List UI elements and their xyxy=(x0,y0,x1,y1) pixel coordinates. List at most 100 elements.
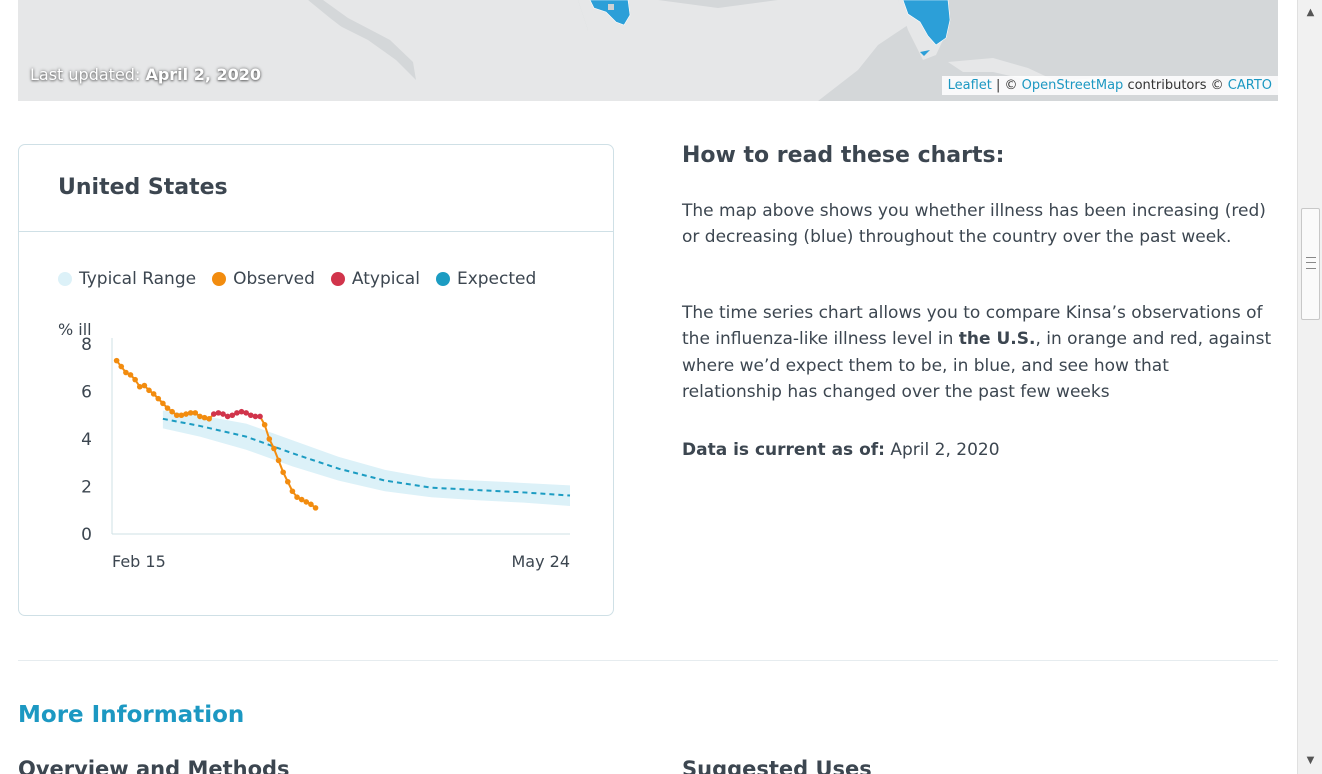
scroll-down-arrow-icon[interactable]: ▼ xyxy=(1306,755,1315,766)
p2-location: the U.S. xyxy=(958,329,1036,350)
observed-point xyxy=(146,387,152,394)
observed-point xyxy=(303,499,310,505)
vertical-scrollbar[interactable]: ▲ ▼ xyxy=(1297,0,1322,774)
info-paragraph-chart: The time series chart allows you to comp… xyxy=(682,300,1272,405)
observed-point xyxy=(173,412,180,419)
carto-link[interactable]: CARTO xyxy=(1227,78,1272,93)
atypical-point xyxy=(234,410,240,416)
legend-dot-typical-range xyxy=(58,272,72,286)
y-tick-label: 4 xyxy=(81,430,92,450)
x-tick-label: May 24 xyxy=(511,552,570,571)
card-divider xyxy=(19,231,613,232)
land-west xyxy=(18,0,588,101)
observed-point xyxy=(113,357,120,364)
legend-dot-observed xyxy=(212,272,227,286)
section-divider xyxy=(18,660,1278,661)
observed-point xyxy=(155,395,162,402)
observed-point xyxy=(201,414,208,421)
y-axis-label: % ill xyxy=(58,320,92,339)
time-series-chart: % ill 0 2 4 6 8 Feb 15 May 24 xyxy=(58,320,571,571)
atypical-point xyxy=(210,411,217,417)
map[interactable]: Last updated: April 2, 2020 Leaflet | © … xyxy=(18,0,1278,101)
observed-point xyxy=(280,469,286,476)
texas-counties xyxy=(589,0,631,26)
scroll-up-arrow-icon[interactable]: ▲ xyxy=(1306,7,1315,18)
atypical-point xyxy=(220,411,226,417)
card-title: United States xyxy=(58,175,228,200)
data-current-as-of: Data is current as of: April 2, 2020 xyxy=(682,440,1000,460)
atypical-point xyxy=(247,412,254,419)
observed-point xyxy=(284,478,291,485)
y-tick-label: 6 xyxy=(81,383,92,403)
observed-point xyxy=(123,369,129,376)
legend-item-expected[interactable]: Expected xyxy=(435,269,537,289)
overview-heading: Overview and Methods xyxy=(18,757,290,774)
chart-card: United States Typical Range Observed Aty… xyxy=(18,144,614,616)
atypical-point xyxy=(238,408,245,415)
map-tiles xyxy=(18,0,1278,101)
y-tick-label: 0 xyxy=(81,525,92,545)
observed-point xyxy=(271,445,277,452)
observed-point xyxy=(178,412,185,419)
atypical-point xyxy=(257,413,263,420)
observed-point xyxy=(289,488,296,495)
grip-icon xyxy=(1306,257,1316,269)
y-tick-label: 2 xyxy=(81,478,92,498)
suggested-uses-heading: Suggested Uses xyxy=(682,757,872,774)
openstreetmap-link[interactable]: OpenStreetMap xyxy=(1021,78,1124,93)
texas-county xyxy=(608,4,614,10)
observed-point xyxy=(312,505,319,511)
last-updated: Last updated: April 2, 2020 xyxy=(30,65,261,84)
land-central xyxy=(558,0,908,101)
how-to-read-title: How to read these charts: xyxy=(682,143,1005,168)
observed-point xyxy=(206,416,212,422)
y-tick-label: 8 xyxy=(81,335,92,355)
observed-point xyxy=(197,413,203,420)
scrollbar-thumb[interactable] xyxy=(1301,208,1320,320)
x-tick-label: Feb 15 xyxy=(112,552,166,571)
observed-point xyxy=(136,383,143,390)
observed-point xyxy=(150,391,157,397)
observed-point xyxy=(141,382,148,389)
last-updated-date: April 2, 2020 xyxy=(145,65,262,84)
observed-point xyxy=(127,372,134,378)
p2-text-end: , in orange and red, against where we’d … xyxy=(682,329,1272,402)
atypical-point xyxy=(243,410,249,416)
legend-item-typical-range[interactable]: Typical Range xyxy=(58,269,196,289)
legend-dot-atypical xyxy=(330,272,345,286)
observed-point xyxy=(275,457,282,464)
legend-dot-expected xyxy=(435,272,450,286)
atypical-point xyxy=(224,413,231,420)
atypical-point xyxy=(229,412,236,419)
baja-peninsula xyxy=(308,0,416,80)
observed-point xyxy=(187,410,194,416)
current-label: Data is current as of: xyxy=(682,440,885,460)
legend-label-observed: Observed xyxy=(233,269,315,289)
info-paragraph-map: The map above shows you whether illness … xyxy=(682,201,1266,248)
legend-label-atypical: Atypical xyxy=(351,269,420,289)
legend-item-observed[interactable]: Observed xyxy=(212,269,315,289)
observed-point xyxy=(132,376,138,383)
legend-item-atypical[interactable]: Atypical xyxy=(330,269,420,289)
typical-range-band xyxy=(162,410,570,506)
current-value: April 2, 2020 xyxy=(884,440,1000,460)
observed-point xyxy=(183,411,189,417)
legend-label-typical-range: Typical Range xyxy=(79,269,197,289)
observed-point xyxy=(164,405,171,411)
legend-label-expected: Expected xyxy=(456,269,537,289)
florida-counties xyxy=(902,0,951,46)
atypical-point xyxy=(215,410,222,416)
observed-point xyxy=(118,363,125,370)
baja-land xyxy=(273,0,390,75)
observed-point xyxy=(294,494,300,500)
chart-legend: Typical Range Observed Atypical Expected xyxy=(58,269,552,289)
observed-point xyxy=(266,436,273,442)
p2-text-start: The time series chart allows you to comp… xyxy=(682,303,1263,350)
leaflet-link[interactable]: Leaflet xyxy=(947,78,992,93)
observed-point xyxy=(192,410,199,416)
florida-keys xyxy=(920,50,930,56)
more-information-heading: More Information xyxy=(18,702,245,728)
observed-point xyxy=(261,421,268,428)
observed-point xyxy=(298,496,305,503)
